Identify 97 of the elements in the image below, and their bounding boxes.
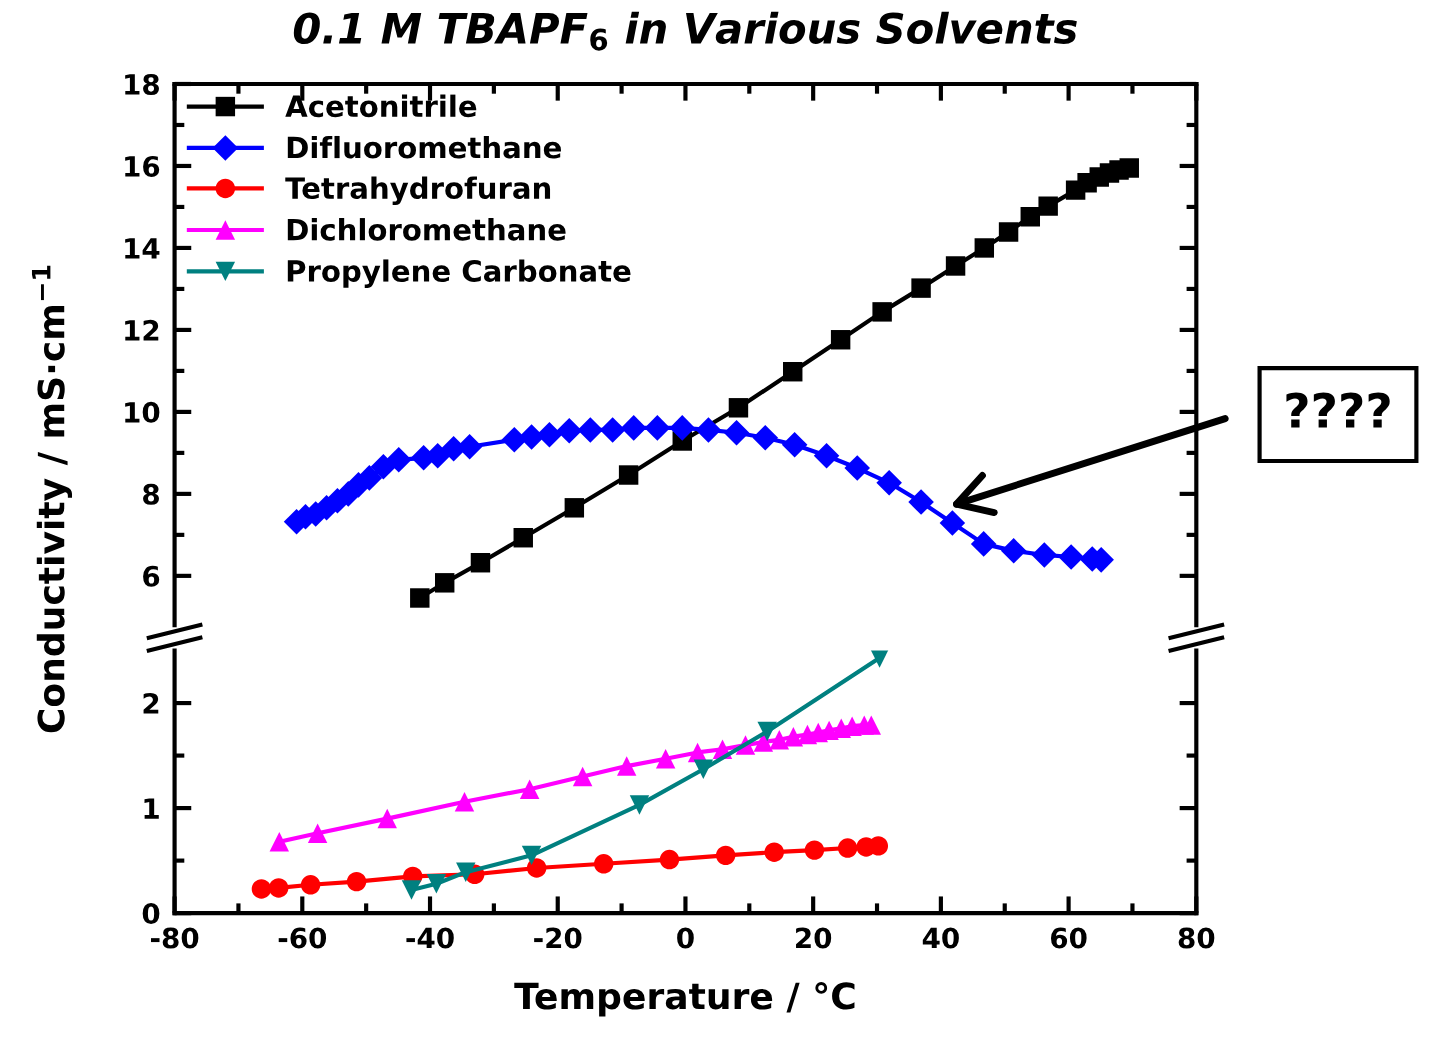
point (620, 415, 647, 441)
point (830, 330, 851, 350)
x-axis-title: Temperature / °C (514, 982, 855, 1017)
legend-label: Acetonitrile (285, 94, 477, 118)
point (519, 779, 540, 799)
point (911, 278, 931, 298)
y-axis-title: Conductivity / mS·cm$^{−1}$ (31, 265, 73, 733)
point (300, 875, 321, 895)
point (616, 756, 637, 776)
point (426, 873, 447, 894)
point (783, 362, 803, 382)
point (659, 849, 680, 870)
point (1031, 542, 1058, 568)
point (307, 823, 328, 844)
y-tick-label: 14 (125, 238, 160, 259)
point (837, 838, 858, 858)
point (536, 422, 563, 448)
point (723, 420, 750, 446)
point (385, 447, 412, 473)
y-tick-label: 0 (142, 903, 160, 925)
point (1020, 207, 1041, 227)
y-tick-label: 10 (125, 401, 160, 423)
point (526, 858, 547, 878)
point (728, 398, 749, 418)
x-tick-label: -40 (406, 927, 454, 949)
chart-title: 0.1 M TBAPF$_{6}$ in Various Solvents (293, 11, 1077, 51)
point (434, 573, 455, 593)
point (513, 528, 533, 548)
point (939, 510, 966, 536)
point (908, 489, 934, 515)
x-tick-label: -60 (278, 927, 327, 949)
point (268, 878, 289, 898)
point (861, 715, 881, 735)
point (783, 726, 804, 747)
point (945, 256, 966, 276)
point (757, 721, 777, 742)
point (572, 766, 593, 787)
point (769, 730, 790, 750)
point (454, 792, 475, 812)
point (868, 836, 889, 856)
point (618, 465, 639, 485)
legend-label: Propylene Carbonate (287, 259, 631, 288)
point (377, 808, 397, 829)
point (410, 588, 430, 608)
point (577, 417, 604, 443)
point (781, 431, 808, 458)
point (401, 880, 422, 900)
point (872, 302, 892, 322)
y-tick-label: 6 (143, 565, 160, 587)
point (593, 854, 614, 874)
point (564, 498, 585, 518)
point (715, 845, 736, 866)
point (752, 424, 779, 451)
x-tick-label: 40 (922, 927, 959, 949)
point (970, 531, 997, 557)
point (1000, 538, 1027, 564)
x-tick-label: -80 (151, 927, 199, 949)
legend-label: Dichloromethane (287, 218, 566, 241)
point (346, 871, 367, 892)
legend-label: Difluoromethane (287, 135, 561, 159)
y-tick-label: 18 (125, 73, 159, 95)
x-tick-label: 80 (1178, 927, 1215, 949)
point (521, 845, 542, 866)
point (693, 759, 714, 779)
point (269, 831, 290, 852)
y-tick-label: 8 (143, 483, 159, 505)
point (370, 454, 397, 480)
point (876, 470, 902, 496)
point (1058, 544, 1084, 570)
point (804, 840, 825, 860)
point (629, 795, 650, 815)
point (599, 417, 626, 443)
point (998, 222, 1019, 242)
y-tick-label: 1 (144, 798, 159, 819)
point (456, 862, 476, 882)
point (844, 455, 870, 481)
point (813, 442, 840, 469)
y-tick-label: 16 (125, 155, 160, 177)
point (974, 238, 995, 258)
point (1038, 196, 1058, 216)
point (655, 749, 676, 769)
point (669, 415, 696, 441)
x-tick-label: -20 (534, 927, 582, 949)
point (1119, 158, 1139, 178)
point (470, 553, 491, 573)
x-tick-label: 0 (677, 927, 694, 949)
point (695, 417, 722, 443)
y-tick-label: 2 (143, 693, 159, 714)
y-tick-label: 12 (125, 319, 159, 341)
point (644, 415, 671, 441)
x-tick-label: 20 (796, 927, 832, 949)
point (556, 417, 582, 444)
x-tick-label: 60 (1051, 927, 1087, 949)
point (764, 842, 784, 862)
point (251, 879, 272, 899)
legend-label: Tetrahydrofuran (285, 176, 551, 205)
text: ???? (1286, 392, 1390, 428)
